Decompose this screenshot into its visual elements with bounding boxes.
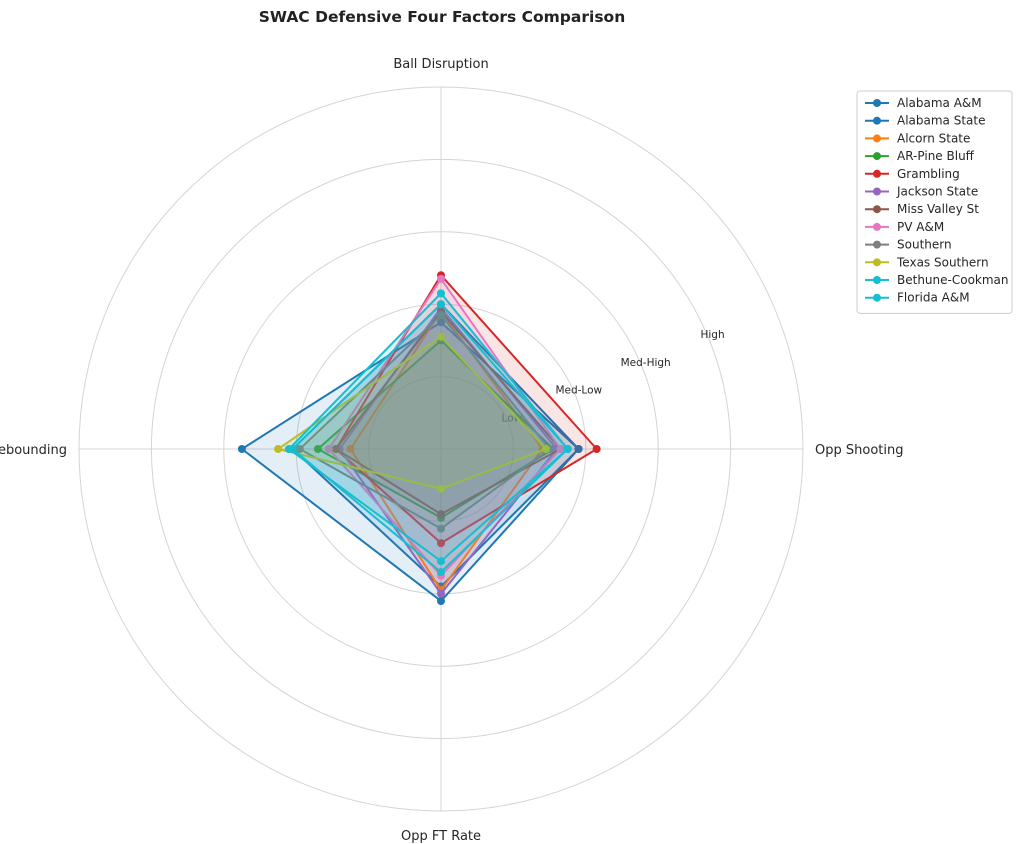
series-area: [328, 278, 561, 576]
legend-label: Jackson State: [896, 185, 978, 199]
legend-item: Texas Southern: [865, 255, 989, 269]
legend-box: [856, 90, 1013, 314]
data-point: [437, 510, 445, 519]
legend-swatch-marker: [873, 187, 881, 196]
legend-item: Jackson State: [865, 185, 978, 199]
data-point: [346, 445, 355, 453]
series-area: [350, 311, 543, 591]
legend-swatch-marker: [873, 116, 881, 125]
data-point: [556, 445, 565, 453]
legend-label: Miss Valley St: [897, 202, 979, 216]
legend-label: Florida A&M: [897, 291, 970, 305]
axis-label: Ball Disruption: [393, 57, 488, 72]
data-point: [284, 445, 293, 453]
legend-item: Alabama A&M: [865, 96, 982, 110]
data-point: [274, 445, 283, 453]
data-point: [541, 445, 550, 453]
legend-label: Alabama A&M: [897, 96, 982, 110]
legend-item: Florida A&M: [865, 291, 970, 305]
legend-label: Southern: [897, 238, 952, 252]
data-point: [437, 539, 445, 548]
legend-label: Alcorn State: [897, 131, 970, 145]
data-point: [437, 597, 445, 606]
data-point: [437, 568, 445, 577]
legend-item: Miss Valley St: [865, 202, 979, 216]
legend: Alabama A&M Alabama State Alcorn State AR-P…: [856, 90, 1013, 314]
axis-label: Opp FT Rate: [401, 829, 481, 844]
series-area: [299, 315, 550, 529]
data-point: [563, 445, 572, 453]
data-point: [313, 445, 322, 453]
legend-label: Texas Southern: [896, 255, 989, 269]
data-point: [437, 289, 445, 298]
data-point: [437, 318, 445, 327]
legend-item: Alabama State: [865, 114, 986, 128]
chart-title: SWAC Defensive Four Factors Comparison: [259, 8, 625, 26]
legend-swatch-marker: [873, 205, 881, 214]
legend-label: Alabama State: [897, 114, 986, 128]
radar-series: [237, 271, 601, 606]
axis-labels: Ball Disruption Opp Shooting Opp FT Rate De…: [0, 57, 903, 844]
data-point: [437, 311, 445, 320]
data-point: [437, 589, 445, 598]
series-area: [278, 336, 546, 489]
legend-label: Grambling: [897, 167, 960, 181]
legend-swatch-marker: [873, 222, 881, 231]
legend-item: Alcorn State: [865, 131, 970, 145]
series-texas-southern: [274, 332, 550, 493]
legend-item: AR-Pine Bluff: [865, 149, 975, 163]
legend-swatch-marker: [873, 258, 881, 267]
ring-tick-label: Med-Low: [555, 385, 602, 397]
legend-swatch-marker: [873, 293, 881, 302]
axis-label: Def Rebounding: [0, 443, 67, 458]
axis-label: Opp Shooting: [815, 443, 903, 458]
data-point: [437, 557, 445, 566]
data-point: [592, 445, 601, 453]
data-point: [437, 524, 445, 533]
ring-tick-label: High: [700, 329, 724, 341]
data-point: [437, 300, 445, 309]
ring-tick-label: Med-High: [621, 357, 671, 369]
legend-swatch-marker: [873, 169, 881, 178]
data-point: [437, 274, 445, 283]
data-point: [332, 445, 341, 453]
legend-label: Bethune-Cookman: [897, 273, 1009, 287]
legend-swatch-marker: [873, 240, 881, 249]
legend-swatch-marker: [873, 134, 881, 143]
series-florida-a-m: [284, 289, 572, 566]
legend-label: PV A&M: [897, 220, 944, 234]
series-area: [336, 311, 561, 515]
data-point: [437, 332, 445, 341]
series-area: [289, 293, 568, 562]
data-point: [237, 445, 246, 453]
legend-label: AR-Pine Bluff: [897, 149, 975, 163]
data-point: [324, 445, 333, 453]
legend-item: PV A&M: [865, 220, 944, 234]
legend-swatch-marker: [873, 276, 881, 284]
data-point: [437, 484, 445, 493]
legend-item: Southern: [865, 238, 952, 252]
legend-item: Grambling: [865, 167, 960, 181]
data-point: [295, 445, 304, 453]
legend-swatch-marker: [873, 99, 881, 107]
legend-swatch-marker: [873, 152, 881, 161]
legend-item: Bethune-Cookman: [865, 273, 1009, 287]
data-point: [574, 445, 583, 453]
